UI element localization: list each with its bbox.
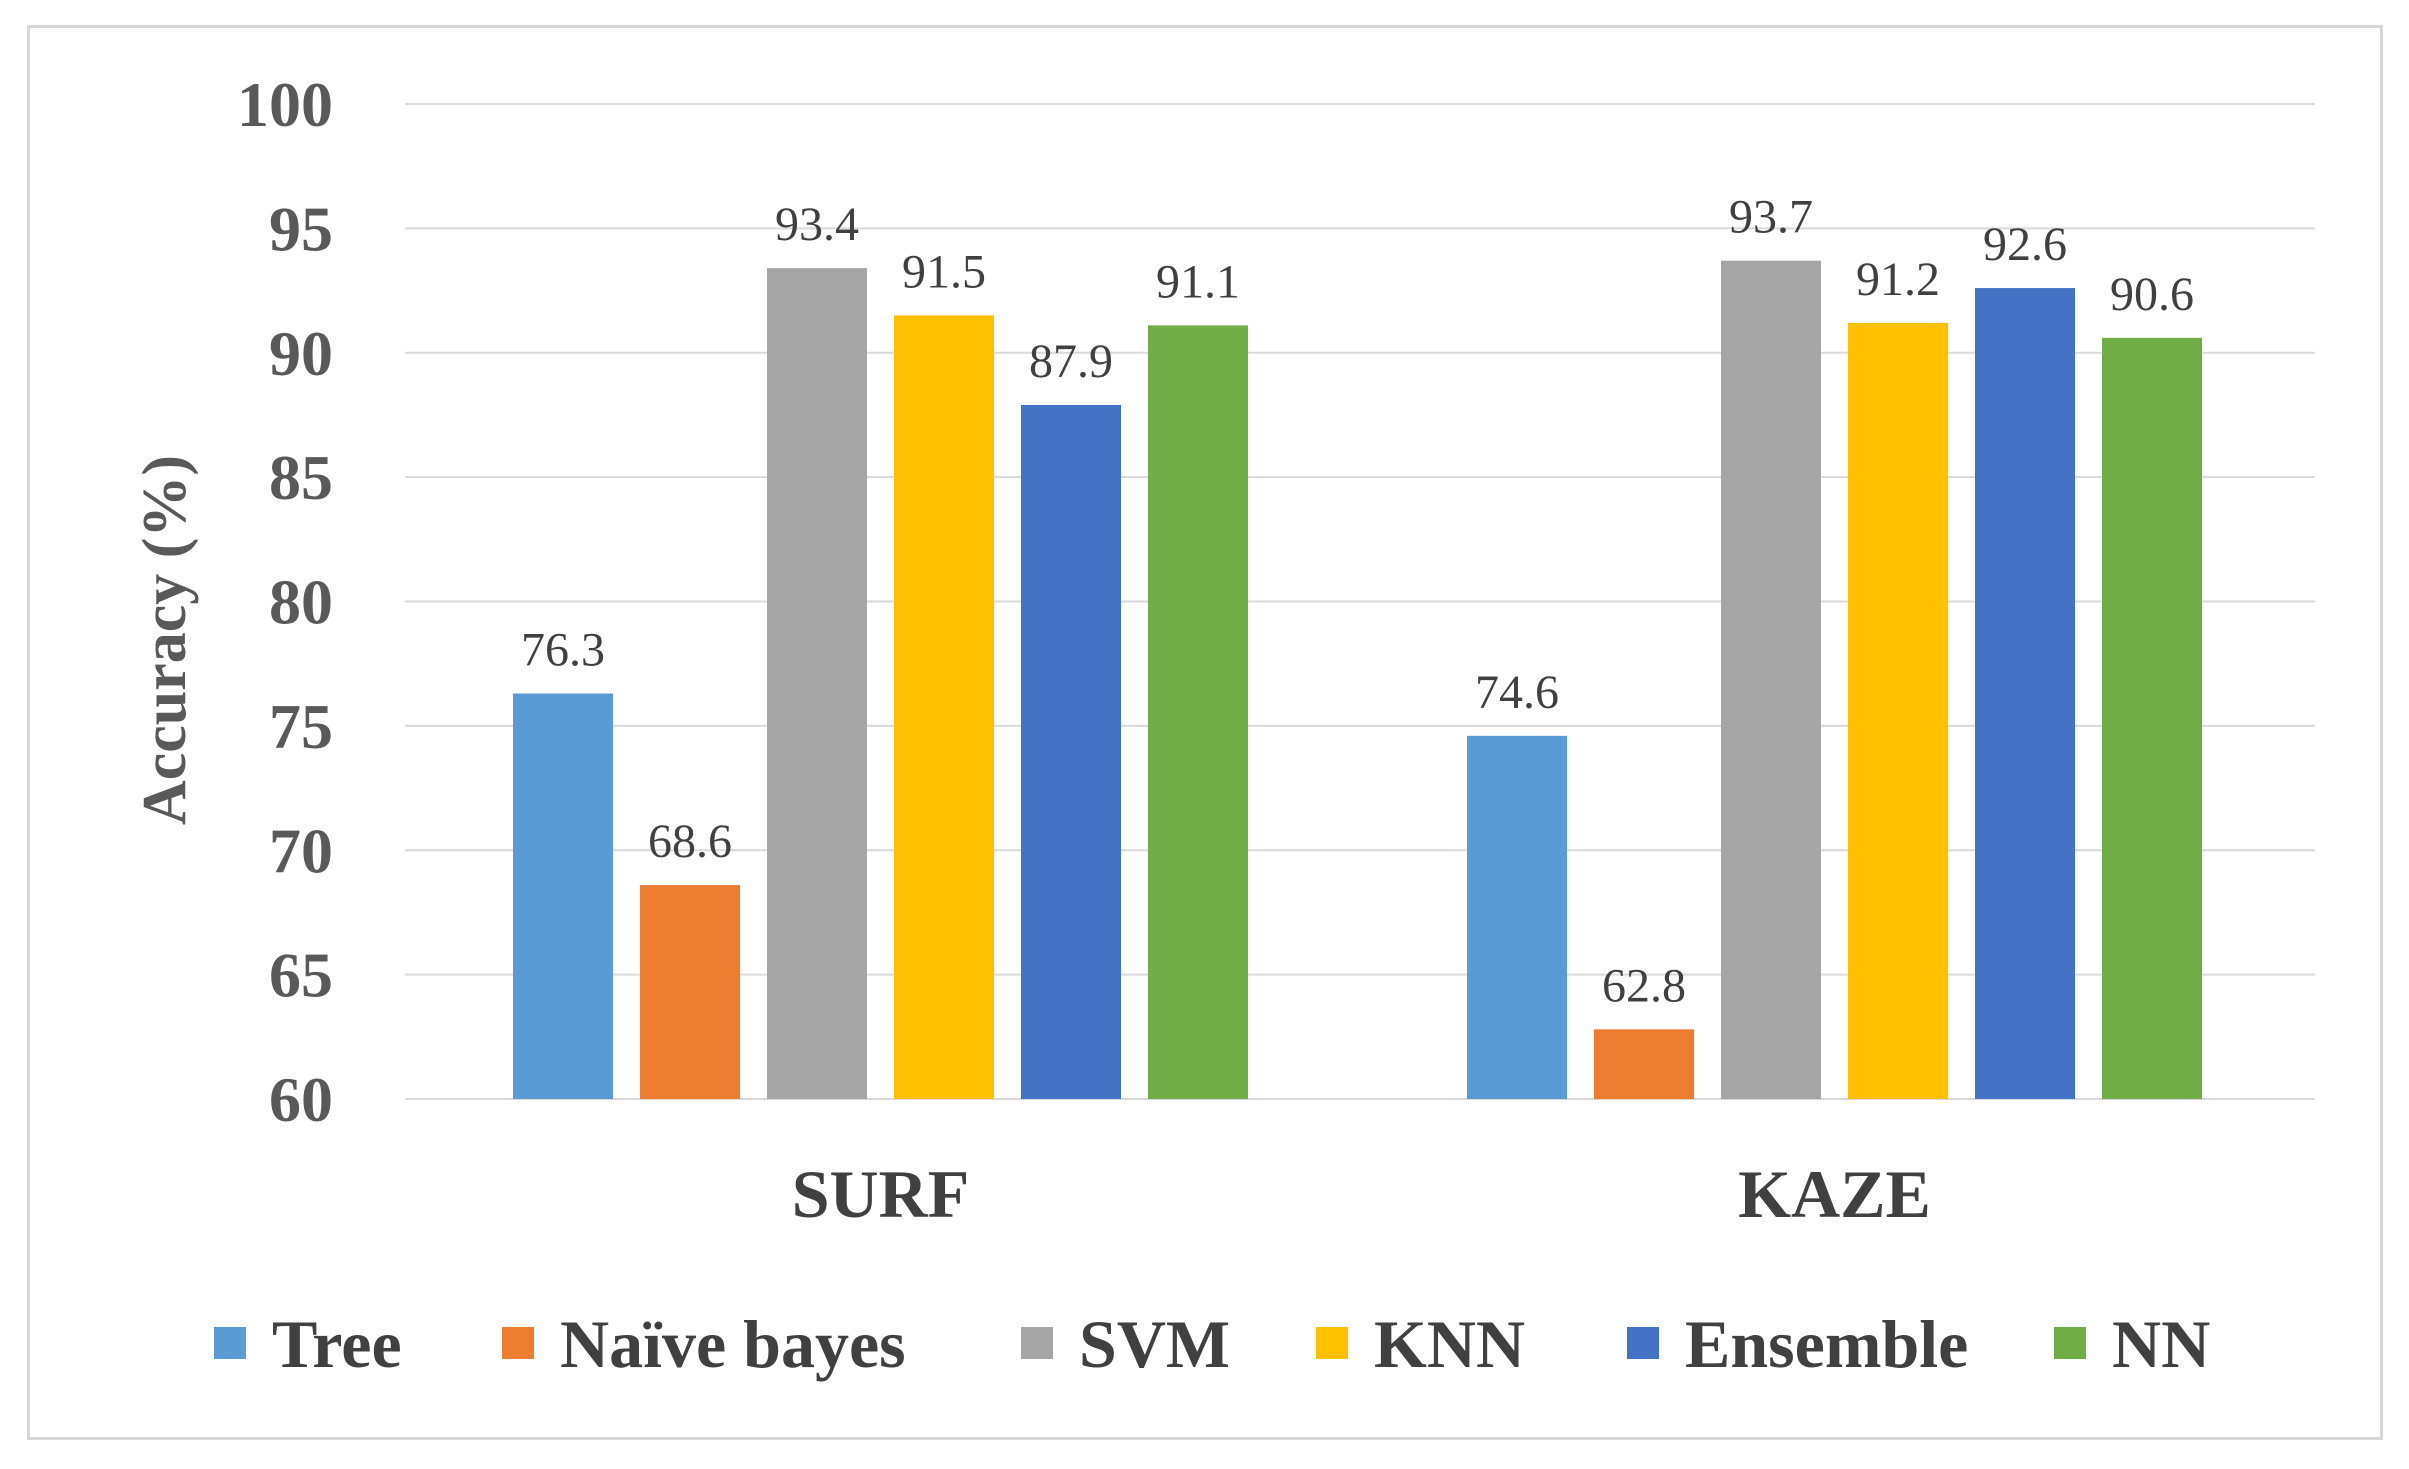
y-tick-label: 60 — [269, 1064, 333, 1135]
y-tick-label: 80 — [269, 567, 333, 638]
bars — [513, 260, 2202, 1099]
bar-surf-knn — [894, 315, 994, 1099]
x-category-label: KAZE — [1738, 1156, 1931, 1232]
legend-swatch — [2054, 1327, 2086, 1359]
bar-surf-tree — [513, 693, 613, 1099]
bar-kaze-nn — [2102, 337, 2202, 1099]
value-label: 90.6 — [2110, 268, 2194, 321]
bar-kaze-tree — [1467, 735, 1567, 1099]
value-label: 92.6 — [1983, 218, 2067, 271]
y-tick-label: 95 — [269, 193, 333, 264]
legend-label: KNN — [1374, 1306, 1525, 1382]
legend-swatch — [1316, 1327, 1348, 1359]
value-label: 91.5 — [902, 245, 986, 298]
y-tick-label: 65 — [269, 940, 333, 1011]
y-tick-label: 100 — [237, 69, 333, 140]
legend: Tree Naïve bayes SVM KNN Ensemble NN — [214, 1306, 2210, 1382]
bar-surf-svm — [767, 268, 867, 1099]
x-category-label: SURF — [792, 1156, 970, 1232]
legend-swatch — [1627, 1327, 1659, 1359]
legend-swatch — [502, 1327, 534, 1359]
bar-surf-nn — [1148, 325, 1248, 1099]
bar-surf-ensemble — [1021, 404, 1121, 1099]
legend-label: SVM — [1079, 1306, 1230, 1382]
bar-kaze-knn — [1848, 322, 1948, 1099]
y-axis-ticks: 60 65 70 75 80 85 90 95 100 — [237, 69, 333, 1135]
x-axis-categories: SURF KAZE — [792, 1156, 1931, 1232]
y-tick-label: 70 — [269, 815, 333, 886]
legend-swatch — [214, 1327, 246, 1359]
y-tick-label: 75 — [269, 691, 333, 762]
y-tick-label: 85 — [269, 442, 333, 513]
legend-swatch — [1021, 1327, 1053, 1359]
value-label: 91.2 — [1856, 253, 1940, 306]
bar-kaze-na-ve-bayes — [1594, 1029, 1694, 1099]
value-label: 68.6 — [648, 815, 732, 868]
legend-label: Ensemble — [1685, 1306, 1968, 1382]
value-label: 93.7 — [1729, 191, 1813, 244]
bar-kaze-svm — [1721, 260, 1821, 1099]
legend-label: Tree — [272, 1306, 402, 1382]
value-label: 93.4 — [775, 198, 859, 251]
value-labels: 76.3 68.6 93.4 91.5 87.9 91.1 74.6 62.8 93.7 91.2… — [521, 191, 2194, 1013]
legend-label: Naïve bayes — [560, 1306, 906, 1382]
value-label: 91.1 — [1156, 255, 1240, 308]
value-label: 76.3 — [521, 624, 605, 677]
bar-surf-na-ve-bayes — [640, 885, 740, 1099]
value-label: 74.6 — [1475, 666, 1559, 719]
y-tick-label: 90 — [269, 318, 333, 389]
value-label: 62.8 — [1602, 959, 1686, 1012]
value-label: 87.9 — [1029, 335, 1113, 388]
y-axis-title: Accuracy (%) — [131, 455, 199, 825]
legend-label: NN — [2112, 1306, 2210, 1382]
bar-kaze-ensemble — [1975, 288, 2075, 1099]
